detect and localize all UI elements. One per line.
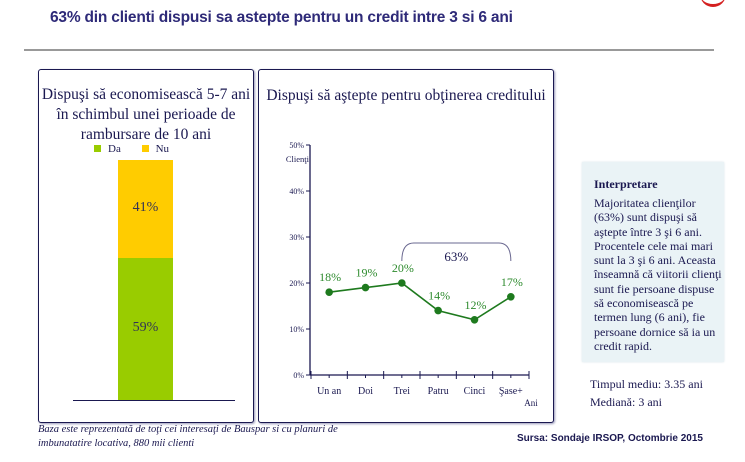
data-point (325, 288, 333, 296)
data-point (398, 279, 406, 287)
x-tick-label: Şase+ (499, 386, 523, 397)
x-tick-label: Cinci (464, 386, 486, 397)
y-tick-label: 40% (289, 187, 304, 196)
base-note: Baza este reprezentată de toţi cei inter… (38, 424, 338, 449)
data-label: 17% (501, 275, 523, 289)
data-label: 20% (392, 261, 414, 275)
series-clienti: 18% 19% 20% 14% 12% 17% (319, 261, 523, 324)
waiting-line-chart: 0% 10% 20% 30% 40% 50% Clienţi Un an Doi Trei Pat… (286, 141, 538, 408)
source-note: Sursa: Sondaje IRSOP, Octombrie 2015 (517, 433, 703, 444)
y-axis: 0% 10% 20% 30% 40% 50% Clienţi (286, 141, 311, 380)
bar-label-nu: 41% (132, 200, 159, 216)
data-label: 18% (319, 270, 341, 284)
legend-item-nu: Nu (141, 143, 170, 155)
x-axis: Un an Doi Trei Patru Cinci Şase+Ani (310, 371, 538, 408)
x-tick-label: Patru (428, 386, 449, 397)
page-title: 63% din clienti dispusi sa astepte pentr… (50, 9, 513, 26)
data-label: 12% (465, 298, 487, 312)
legend-label-da: Da (108, 143, 121, 155)
mean-time-stat: Timpul mediu: 3.35 ani (590, 377, 703, 391)
savings-chart-title-line: rambursare de 10 ani (80, 126, 212, 143)
y-tick-label: 30% (289, 233, 304, 242)
bar-label-da: 59% (132, 320, 159, 336)
annotation-bracket-line (401, 242, 512, 262)
savings-chart-title: Dispuşi să economisească 5-7 ani în schi… (39, 85, 253, 145)
y-tick-label: 10% (289, 325, 304, 334)
savings-chart-title-line: Dispuşi să economisească 5-7 ani (41, 86, 251, 103)
series-line (329, 282, 512, 321)
interpretation-box: Interpretare Majoritatea clienţilor (63%… (582, 162, 724, 362)
legend-item-da: Da (94, 143, 121, 155)
legend-label-nu: Nu (155, 143, 170, 155)
median-stat: Mediană: 3 ani (590, 395, 662, 409)
data-point (361, 283, 370, 292)
y-axis-title: Clienţi (286, 154, 310, 164)
bar-segment-da: 59% (118, 258, 173, 400)
waiting-chart-panel: Dispuşi să aştepte pentru obţinerea cred… (258, 69, 554, 423)
bar-baseline (73, 400, 235, 401)
data-point (470, 316, 479, 324)
annotation-bracket: 63% (401, 242, 512, 264)
data-point (507, 293, 515, 301)
x-tick-label: Doi (358, 386, 373, 397)
savings-chart-panel: Dispuşi să economisească 5-7 ani în schi… (38, 69, 254, 423)
data-label: 14% (428, 289, 450, 303)
data-point (434, 306, 442, 315)
interpretation-heading: Interpretare (594, 177, 658, 191)
title-divider (24, 49, 714, 51)
x-axis-title: Ani (524, 398, 538, 408)
x-tick-label: Trei (394, 386, 411, 397)
y-tick-label: 20% (289, 279, 304, 288)
annotation-label: 63% (444, 249, 468, 264)
brand-logo-fragment (700, 0, 726, 7)
savings-chart-title-line: în schimbul unei perioade de (56, 106, 236, 123)
data-label: 19% (356, 266, 378, 280)
bar-segment-nu: 41% (118, 160, 173, 259)
waiting-chart-title: Dispuşi să aştepte pentru obţinerea cred… (266, 87, 546, 104)
x-tick-label: Un an (317, 386, 341, 397)
y-tick-label: 50% (289, 141, 304, 150)
y-tick-label: 0% (293, 371, 304, 380)
interpretation-body: Majoritatea clienţilor (63%) sunt dispuş… (594, 196, 722, 353)
savings-chart-legend: Da Nu (94, 143, 187, 155)
legend-swatch-da (94, 145, 101, 152)
legend-swatch-nu (141, 145, 149, 152)
